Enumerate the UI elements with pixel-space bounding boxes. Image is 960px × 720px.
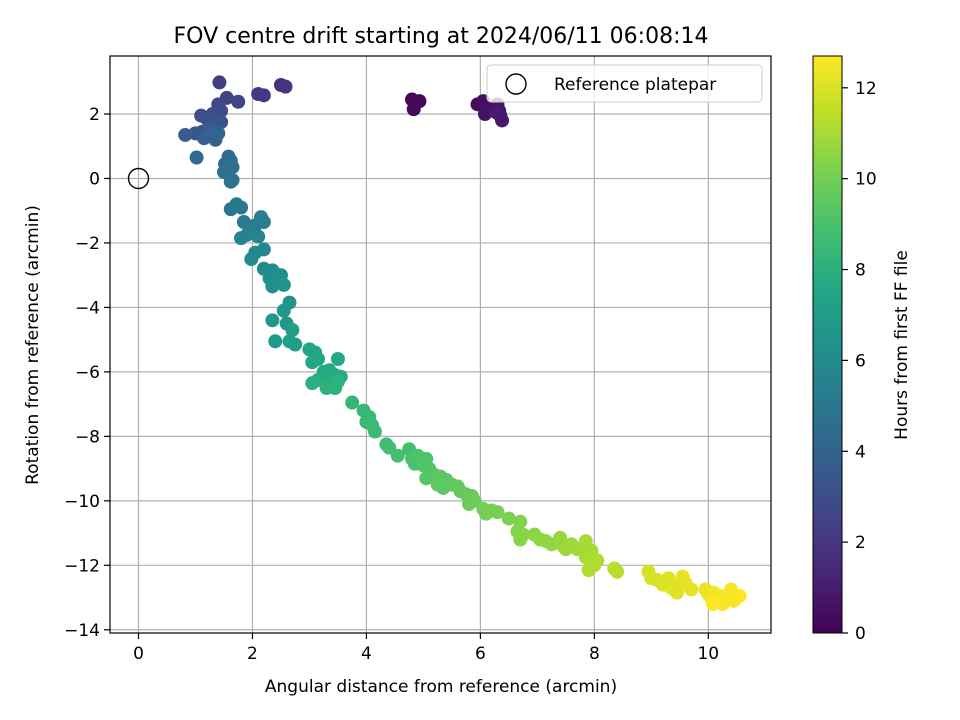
data-point [256,215,271,230]
y-axis-label: Rotation from reference (arcmin) [23,205,43,485]
data-point [276,303,291,318]
colorbar-tick-label: 8 [855,261,866,281]
data-point [265,279,280,294]
data-point [268,334,283,349]
data-point [256,88,271,103]
data-point [265,313,280,328]
y-tick-label: −2 [75,234,100,254]
plot-frame [109,55,772,634]
data-point [330,352,345,367]
x-axis-label: Angular distance from reference (arcmin) [265,677,617,697]
data-point [225,173,240,188]
data-point [367,424,382,439]
data-point [732,588,747,603]
data-point [211,126,226,141]
x-tick-label: 4 [361,644,372,664]
reference-platepar-marker [127,167,150,190]
data-point [251,229,266,244]
legend: Reference platepar [486,64,763,103]
data-point [189,150,204,165]
colorbar-ticks: 0 2 4 6 8 10 12 [842,79,877,644]
y-tick-label: 0 [89,169,100,189]
x-tick-label: 2 [247,644,258,664]
data-points [178,75,747,611]
data-point [587,558,602,573]
data-point [310,352,325,367]
legend-label: Reference platepar [554,75,716,95]
y-tick-label: −12 [64,556,100,576]
colorbar-gradient [812,55,843,634]
data-point [278,79,293,94]
legend-box [486,64,763,103]
data-point [705,596,720,611]
data-point [490,505,505,520]
x-axis-ticks: 0 2 4 6 8 10 [133,633,719,664]
chart-title: FOV centre drift starting at 2024/06/11 … [174,24,709,49]
colorbar-tick-label: 2 [855,533,866,553]
data-point [276,277,291,292]
y-tick-label: 2 [89,105,100,125]
data-point [212,75,227,90]
y-tick-label: −14 [64,621,100,641]
x-tick-label: 8 [589,644,600,664]
colorbar-tick-label: 6 [855,351,866,371]
data-point [244,252,259,267]
data-point [513,532,528,547]
colorbar-tick-label: 10 [855,170,877,190]
x-tick-label: 10 [697,644,719,664]
grid-lines [110,56,771,633]
x-tick-label: 0 [133,644,144,664]
data-point [285,322,300,337]
data-point [684,582,699,597]
data-point [239,227,254,242]
data-point [610,564,625,579]
data-point [436,480,451,495]
y-tick-label: −4 [75,298,100,318]
data-point [234,200,249,215]
data-point [288,337,303,352]
data-point [406,102,421,117]
data-point [501,511,516,526]
data-point [231,94,246,109]
colorbar-tick-label: 4 [855,442,866,462]
y-tick-label: −10 [64,492,100,512]
y-tick-label: −8 [75,427,100,447]
data-point [214,115,229,130]
y-axis-ticks: −14 −12 −10 −8 −6 −4 −2 0 2 [64,105,110,641]
colorbar-tick-label: 0 [855,624,866,644]
data-point [178,127,193,142]
colorbar: 0 2 4 6 8 10 12 Hours from first FF file [812,55,912,644]
data-point [489,105,504,120]
data-point [419,471,434,486]
y-tick-label: −6 [75,363,100,383]
data-point [328,381,343,396]
data-point [305,376,320,391]
data-point [461,497,476,512]
colorbar-label: Hours from first FF file [892,250,912,440]
data-point [345,395,360,410]
reference-marker-layer [127,167,150,190]
data-point [390,448,405,463]
x-tick-label: 6 [475,644,486,664]
legend-marker-open-circle [505,73,527,95]
colorbar-tick-label: 12 [855,79,877,99]
